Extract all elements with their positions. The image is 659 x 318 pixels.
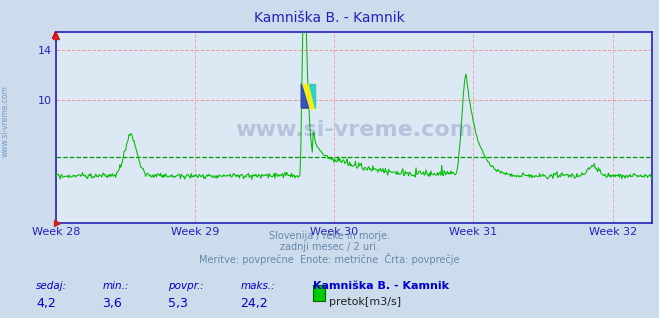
Text: www.si-vreme.com: www.si-vreme.com — [235, 120, 473, 140]
Text: Slovenija / reke in morje.: Slovenija / reke in morje. — [269, 231, 390, 240]
Text: zadnji mesec / 2 uri.: zadnji mesec / 2 uri. — [280, 242, 379, 252]
Text: 24,2: 24,2 — [241, 297, 268, 310]
Text: sedaj:: sedaj: — [36, 281, 67, 291]
Text: 5,3: 5,3 — [168, 297, 188, 310]
Text: Kamniška B. - Kamnik: Kamniška B. - Kamnik — [313, 281, 449, 291]
Text: maks.:: maks.: — [241, 281, 275, 291]
Text: min.:: min.: — [102, 281, 129, 291]
Polygon shape — [308, 84, 315, 108]
Polygon shape — [301, 84, 308, 108]
Text: 3,6: 3,6 — [102, 297, 122, 310]
Text: povpr.:: povpr.: — [168, 281, 204, 291]
Text: Kamniška B. - Kamnik: Kamniška B. - Kamnik — [254, 11, 405, 25]
Text: pretok[m3/s]: pretok[m3/s] — [330, 297, 401, 307]
Text: 4,2: 4,2 — [36, 297, 56, 310]
Text: Meritve: povprečne  Enote: metrične  Črta: povprečje: Meritve: povprečne Enote: metrične Črta:… — [199, 253, 460, 265]
Text: www.si-vreme.com: www.si-vreme.com — [1, 85, 10, 157]
